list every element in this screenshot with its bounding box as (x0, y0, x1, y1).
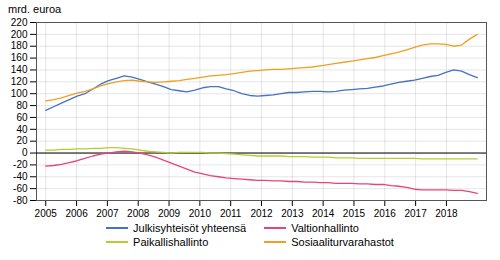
svg-text:2016: 2016 (374, 208, 397, 219)
svg-text:2005: 2005 (35, 208, 58, 219)
svg-text:2011: 2011 (220, 208, 242, 219)
svg-text:-80: -80 (13, 195, 28, 206)
svg-text:220: 220 (11, 17, 28, 28)
svg-text:140: 140 (11, 64, 28, 75)
svg-text:2010: 2010 (189, 208, 212, 219)
svg-text:2015: 2015 (343, 208, 366, 219)
svg-text:2014: 2014 (312, 208, 335, 219)
svg-text:20: 20 (16, 135, 28, 146)
html-text:Paikallishallinto: Paikallishallinto (133, 236, 209, 248)
html-text:Sosiaaliturvarahastot: Sosiaaliturvarahastot (291, 236, 394, 248)
svg-text:160: 160 (11, 52, 28, 63)
svg-text:0: 0 (22, 147, 28, 158)
svg-text:-40: -40 (13, 171, 28, 182)
svg-text:-20: -20 (13, 159, 28, 170)
svg-text:100: 100 (11, 88, 28, 99)
svg-text:80: 80 (16, 100, 28, 111)
svg-text:2006: 2006 (65, 208, 88, 219)
svg-text:2008: 2008 (127, 208, 150, 219)
svg-text:2013: 2013 (281, 208, 304, 219)
svg-text:2007: 2007 (96, 208, 119, 219)
html-text:Julkisyhteisöt yhteensä: Julkisyhteisöt yhteensä (133, 222, 247, 234)
html-text:mrd. euroa: mrd. euroa (8, 3, 62, 15)
svg-text:2018: 2018 (435, 208, 458, 219)
svg-text:60: 60 (16, 112, 28, 123)
svg-text:2012: 2012 (250, 208, 273, 219)
svg-text:180: 180 (11, 40, 28, 51)
svg-text:40: 40 (16, 124, 28, 135)
svg-text:2009: 2009 (158, 208, 181, 219)
svg-text:-60: -60 (13, 183, 28, 194)
svg-text:200: 200 (11, 29, 28, 40)
svg-text:2017: 2017 (404, 208, 427, 219)
svg-text:120: 120 (11, 76, 28, 87)
html-text:Valtionhallinto: Valtionhallinto (291, 222, 359, 234)
